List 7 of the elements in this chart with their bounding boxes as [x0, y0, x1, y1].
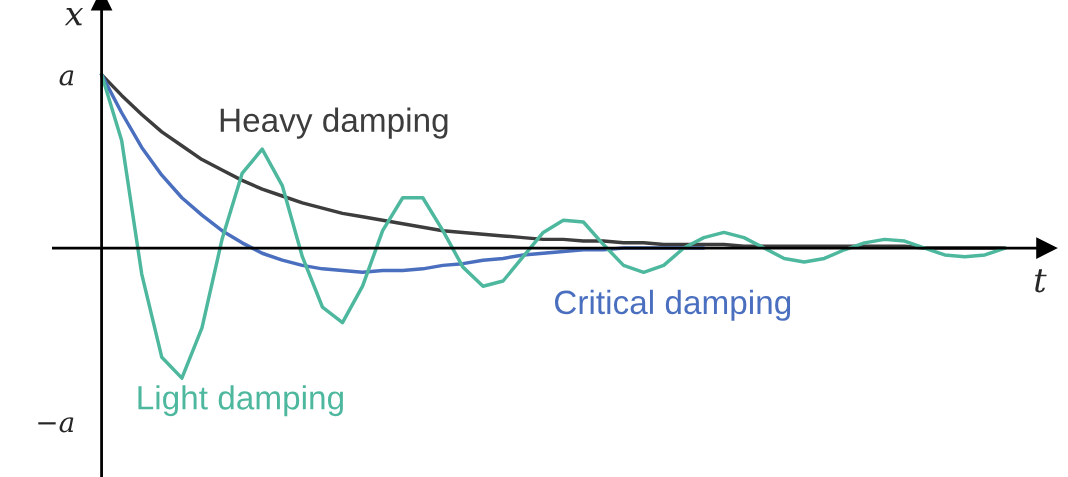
series-label: Critical damping — [554, 289, 791, 321]
text: −a — [38, 417, 74, 433]
y-axis-title: x — [64, 8, 84, 26]
series-label: Light damping — [138, 385, 343, 417]
text: a — [59, 70, 74, 86]
series-label: Heavy damping — [220, 107, 448, 139]
x-axis-title: t — [1035, 269, 1047, 293]
